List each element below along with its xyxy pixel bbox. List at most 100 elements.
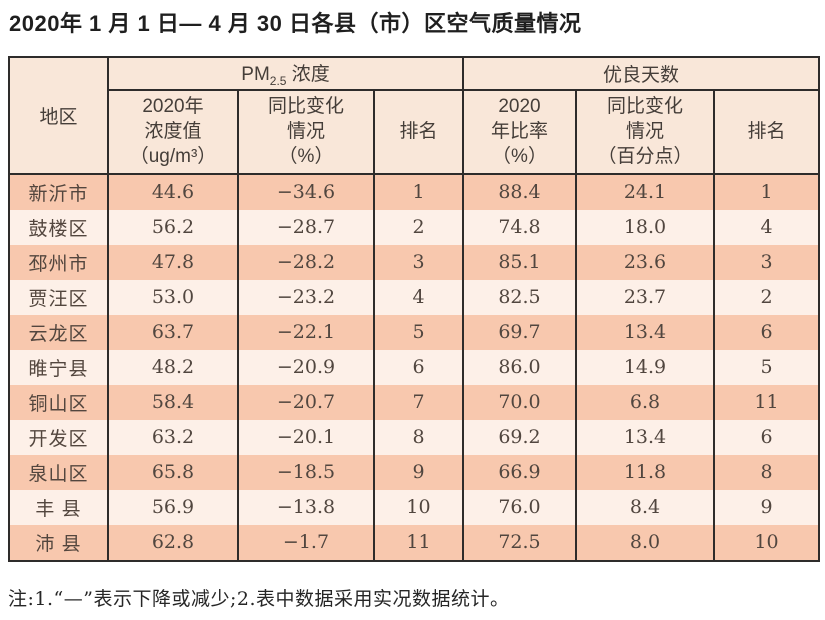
gooddays-rank-cell: 3 (712, 244, 821, 280)
air-quality-table: 地区 PM2.5 浓度 优良天数 2020年 浓度值 （ug/m³） 同比变化 … (8, 55, 821, 562)
gooddays-ratio-cell: 85.1 (462, 244, 577, 280)
header-sub-row: 2020年 浓度值 （ug/m³） 同比变化 情况 （%） 排名 2020 年比… (9, 89, 821, 175)
region-cell: 泉山区 (8, 454, 109, 490)
pm25-change-cell: −20.7 (237, 384, 375, 420)
pm25-rank-cell: 2 (373, 209, 464, 245)
pm25-change-cell: −28.7 (237, 209, 375, 245)
gooddays-ratio-cell: 74.8 (462, 209, 577, 245)
gooddays-change-cell: 11.8 (575, 454, 715, 490)
pm25-rank-cell: 8 (373, 419, 464, 455)
gooddays-change-cell: 24.1 (575, 173, 715, 210)
header-pm25-group: PM2.5 浓度 (107, 56, 464, 91)
page-title: 2020年 1 月 1 日— 4 月 30 日各县（市）区空气质量情况 (9, 11, 582, 36)
pm25-value-cell: 65.8 (107, 454, 239, 490)
gooddays-rank-cell: 1 (712, 173, 821, 210)
gooddays-rank-cell: 6 (712, 314, 821, 350)
header-region: 地区 (8, 56, 109, 175)
pm25-change-cell: −20.1 (237, 419, 375, 455)
gooddays-change-cell: 23.6 (575, 244, 715, 280)
gooddays-rank-cell: 8 (712, 454, 821, 490)
gooddays-change-cell: 8.4 (575, 489, 715, 525)
pm25-change-cell: −22.1 (237, 314, 375, 350)
pm25-rank-cell: 7 (373, 384, 464, 420)
table-row: 鼓楼区 56.2 −28.7 2 74.8 18.0 4 (8, 209, 821, 245)
pm25-change-cell: −20.9 (237, 349, 375, 385)
header-gooddays-group: 优良天数 (461, 56, 821, 91)
gooddays-rank-cell: 5 (712, 349, 821, 385)
gooddays-change-cell: 18.0 (575, 209, 715, 245)
gooddays-ratio-cell: 86.0 (462, 349, 577, 385)
region-cell: 铜山区 (8, 384, 109, 420)
gooddays-ratio-cell: 72.5 (462, 524, 577, 561)
header-pm25-value: 2020年 浓度值 （ug/m³） (107, 89, 239, 175)
table-row: 睢宁县 48.2 −20.9 6 86.0 14.9 5 (8, 349, 821, 385)
gooddays-ratio-cell: 82.5 (462, 279, 577, 315)
region-cell: 睢宁县 (8, 349, 109, 385)
table-body: 新沂市 44.6 −34.6 1 88.4 24.1 1 鼓楼区 56.2 −2… (8, 173, 821, 561)
pm25-label-subscript: 2.5 (269, 73, 287, 88)
gooddays-ratio-cell: 70.0 (462, 384, 577, 420)
pm25-label-prefix: PM (241, 63, 270, 85)
pm25-value-cell: 62.8 (107, 524, 239, 561)
table-header: 地区 PM2.5 浓度 优良天数 2020年 浓度值 （ug/m³） 同比变化 … (8, 56, 821, 175)
pm25-change-cell: −13.8 (237, 489, 375, 525)
header-gooddays-change: 同比变化 情况 （百分点） (575, 89, 715, 175)
gooddays-change-cell: 8.0 (575, 524, 715, 561)
pm25-rank-cell: 4 (373, 279, 464, 315)
region-cell: 邳州市 (8, 244, 109, 280)
pm25-value-cell: 56.9 (107, 489, 239, 525)
region-cell: 丰 县 (8, 489, 109, 525)
pm25-rank-cell: 6 (373, 349, 464, 385)
gooddays-ratio-cell: 66.9 (462, 454, 577, 490)
header-pm25-rank: 排名 (373, 89, 464, 175)
table-row: 沛 县 62.8 −1.7 11 72.5 8.0 10 (8, 524, 821, 561)
header-gooddays-ratio: 2020 年比率 （%） (462, 89, 577, 175)
region-cell: 开发区 (8, 419, 109, 455)
pm25-rank-cell: 3 (373, 244, 464, 280)
pm25-rank-cell: 9 (373, 454, 464, 490)
region-cell: 鼓楼区 (8, 209, 109, 245)
region-cell: 云龙区 (8, 314, 109, 350)
gooddays-ratio-cell: 69.2 (462, 419, 577, 455)
region-cell: 贾汪区 (8, 279, 109, 315)
region-cell: 沛 县 (8, 524, 109, 561)
pm25-rank-cell: 5 (373, 314, 464, 350)
gooddays-rank-cell: 2 (712, 279, 821, 315)
header-group-row: 地区 PM2.5 浓度 优良天数 (8, 56, 821, 175)
table-row: 邳州市 47.8 −28.2 3 85.1 23.6 3 (8, 244, 821, 280)
pm25-rank-cell: 11 (373, 524, 464, 561)
gooddays-rank-cell: 10 (712, 524, 821, 561)
table-row: 泉山区 65.8 −18.5 9 66.9 11.8 8 (8, 454, 821, 490)
table-row: 丰 县 56.9 −13.8 10 76.0 8.4 9 (8, 489, 821, 525)
table-row: 贾汪区 53.0 −23.2 4 82.5 23.7 2 (8, 279, 821, 315)
header-gooddays-rank: 排名 (712, 89, 821, 175)
pm25-value-cell: 63.2 (107, 419, 239, 455)
table-row: 云龙区 63.7 −22.1 5 69.7 13.4 6 (8, 314, 821, 350)
pm25-value-cell: 58.4 (107, 384, 239, 420)
table-row: 开发区 63.2 −20.1 8 69.2 13.4 6 (8, 419, 821, 455)
pm25-rank-cell: 10 (373, 489, 464, 525)
gooddays-rank-cell: 9 (712, 489, 821, 525)
gooddays-ratio-cell: 69.7 (462, 314, 577, 350)
pm25-value-cell: 56.2 (107, 209, 239, 245)
gooddays-rank-cell: 11 (712, 384, 821, 420)
region-cell: 新沂市 (8, 173, 109, 210)
pm25-label-suffix: 浓度 (286, 63, 330, 85)
gooddays-ratio-cell: 76.0 (462, 489, 577, 525)
gooddays-rank-cell: 4 (712, 209, 821, 245)
gooddays-ratio-cell: 88.4 (462, 173, 577, 210)
pm25-value-cell: 63.7 (107, 314, 239, 350)
pm25-change-cell: −23.2 (237, 279, 375, 315)
pm25-change-cell: −1.7 (237, 524, 375, 561)
table-row: 铜山区 58.4 −20.7 7 70.0 6.8 11 (8, 384, 821, 420)
header-pm25-change: 同比变化 情况 （%） (237, 89, 375, 175)
gooddays-change-cell: 13.4 (575, 314, 715, 350)
gooddays-change-cell: 13.4 (575, 419, 715, 455)
table-row: 新沂市 44.6 −34.6 1 88.4 24.1 1 (8, 173, 821, 210)
gooddays-change-cell: 6.8 (575, 384, 715, 420)
pm25-value-cell: 53.0 (107, 279, 239, 315)
pm25-rank-cell: 1 (373, 173, 464, 210)
footnote: 注:1.“—”表示下降或减少;2.表中数据采用实况数据统计。 (8, 587, 510, 610)
gooddays-change-cell: 23.7 (575, 279, 715, 315)
